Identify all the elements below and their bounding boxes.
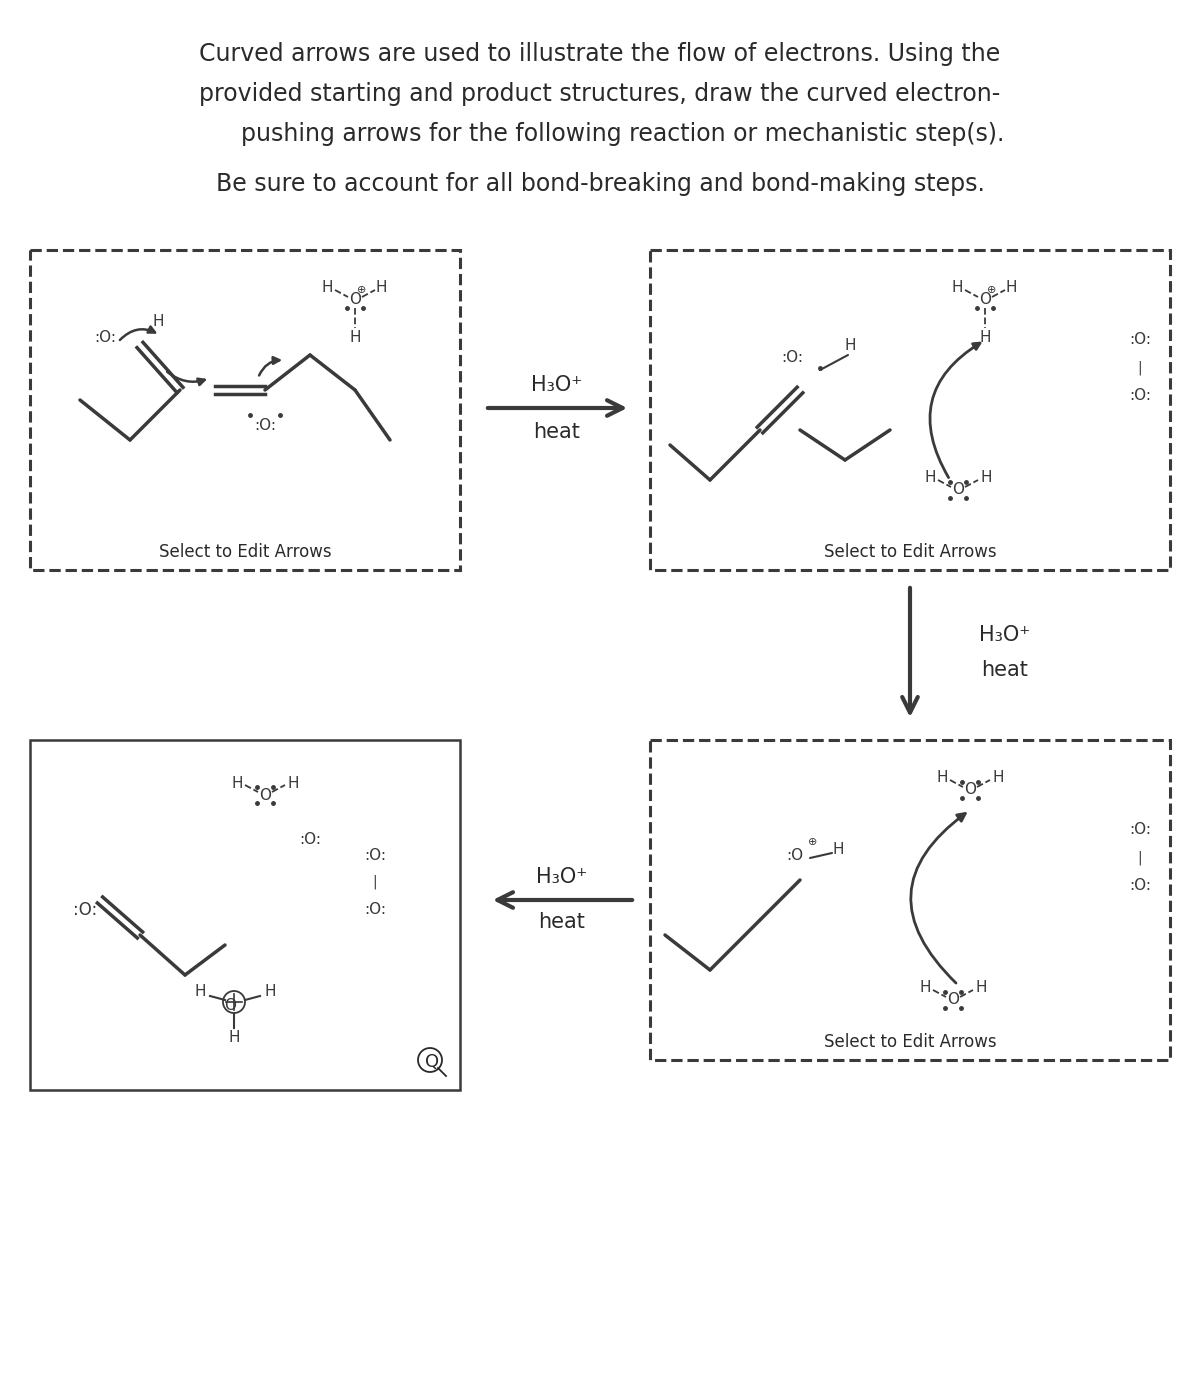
Text: H: H (349, 331, 361, 346)
Text: |: | (1138, 851, 1142, 866)
Text: :O:: :O: (781, 350, 803, 365)
Text: Curved arrows are used to illustrate the flow of electrons. Using the: Curved arrows are used to illustrate the… (199, 41, 1001, 66)
FancyArrowPatch shape (911, 813, 965, 983)
Text: :O:: :O: (364, 848, 386, 863)
Text: ⊕: ⊕ (809, 837, 817, 846)
Text: Select to Edit Arrows: Select to Edit Arrows (823, 1033, 996, 1051)
Text: :O: :O (786, 848, 804, 863)
Text: H: H (287, 776, 299, 791)
Text: H: H (936, 770, 948, 786)
Text: Select to Edit Arrows: Select to Edit Arrows (823, 544, 996, 561)
Text: O: O (224, 997, 236, 1012)
Bar (30, 250, 460, 570)
Text: H: H (976, 981, 986, 996)
Text: H: H (232, 776, 242, 791)
Text: O: O (349, 292, 361, 307)
FancyArrowPatch shape (120, 326, 155, 340)
Text: H₃O⁺: H₃O⁺ (536, 867, 588, 887)
Text: :O:: :O: (1129, 332, 1151, 347)
Text: :O:: :O: (73, 900, 97, 918)
Text: :O:: :O: (1129, 389, 1151, 404)
Text: heat: heat (534, 422, 581, 443)
Text: H: H (322, 281, 332, 296)
Text: Select to Edit Arrows: Select to Edit Arrows (158, 544, 331, 561)
Text: H: H (264, 985, 276, 1000)
Text: O: O (964, 783, 976, 798)
Text: H: H (376, 281, 386, 296)
Text: O: O (952, 483, 964, 498)
Text: H: H (980, 470, 991, 485)
Text: pushing arrows for the following reaction or mechanistic step(s).: pushing arrows for the following reactio… (196, 122, 1004, 147)
Text: Q: Q (425, 1052, 439, 1070)
Text: O: O (259, 787, 271, 802)
Text: H: H (919, 981, 931, 996)
Text: :O:: :O: (299, 833, 322, 848)
Text: :O:: :O: (254, 418, 276, 433)
FancyArrowPatch shape (930, 343, 980, 477)
Text: H: H (845, 337, 856, 353)
Text: :O:: :O: (94, 331, 116, 346)
Text: H: H (952, 281, 962, 296)
Text: heat: heat (539, 911, 586, 932)
Text: H₃O⁺: H₃O⁺ (532, 375, 583, 396)
Text: :O:: :O: (1129, 823, 1151, 838)
Text: H₃O⁺: H₃O⁺ (979, 625, 1031, 644)
Bar (650, 740, 1170, 1059)
FancyArrowPatch shape (167, 372, 205, 384)
Text: O: O (947, 993, 959, 1007)
Text: heat: heat (982, 660, 1028, 680)
Bar (650, 250, 1170, 570)
Text: ⊕: ⊕ (988, 285, 997, 295)
Text: H: H (924, 470, 936, 485)
FancyArrowPatch shape (259, 357, 280, 375)
Text: H: H (228, 1030, 240, 1046)
Text: ⊕: ⊕ (358, 285, 367, 295)
Text: O: O (979, 292, 991, 307)
Text: Be sure to account for all bond-breaking and bond-making steps.: Be sure to account for all bond-breaking… (216, 171, 984, 196)
Bar (30, 740, 460, 1090)
Text: |: | (1138, 361, 1142, 375)
Text: |: | (373, 875, 377, 889)
Text: H: H (833, 842, 844, 857)
Text: H: H (1006, 281, 1016, 296)
Text: :O:: :O: (1129, 878, 1151, 893)
Text: H: H (979, 331, 991, 346)
Text: :O:: :O: (364, 903, 386, 917)
Text: H: H (194, 985, 205, 1000)
Text: provided starting and product structures, draw the curved electron-: provided starting and product structures… (199, 82, 1001, 106)
Text: H: H (992, 770, 1003, 786)
Text: H: H (152, 314, 163, 329)
